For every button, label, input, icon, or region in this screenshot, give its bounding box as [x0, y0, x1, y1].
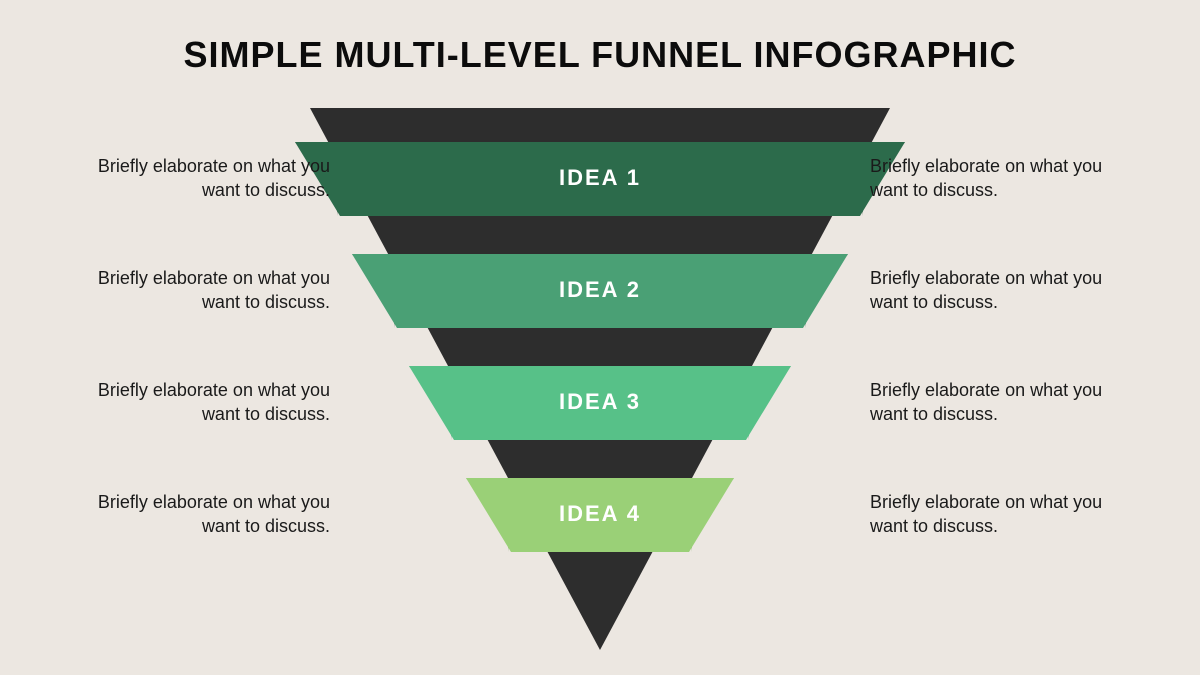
- level-2-label: IDEA 2: [450, 277, 750, 303]
- level-1-text-right: Briefly elaborate on what you want to di…: [870, 154, 1130, 203]
- level-1-text-left: Briefly elaborate on what you want to di…: [70, 154, 330, 203]
- level-3-text-left: Briefly elaborate on what you want to di…: [70, 378, 330, 427]
- level-1-label: IDEA 1: [450, 165, 750, 191]
- page-title: SIMPLE MULTI-LEVEL FUNNEL INFOGRAPHIC: [0, 34, 1200, 76]
- level-4-text-right: Briefly elaborate on what you want to di…: [870, 490, 1130, 539]
- level-2-text-left: Briefly elaborate on what you want to di…: [70, 266, 330, 315]
- level-4-label: IDEA 4: [450, 501, 750, 527]
- level-4-text-left: Briefly elaborate on what you want to di…: [70, 490, 330, 539]
- funnel-graphic: [0, 0, 1200, 675]
- level-3-label: IDEA 3: [450, 389, 750, 415]
- level-3-text-right: Briefly elaborate on what you want to di…: [870, 378, 1130, 427]
- level-2-text-right: Briefly elaborate on what you want to di…: [870, 266, 1130, 315]
